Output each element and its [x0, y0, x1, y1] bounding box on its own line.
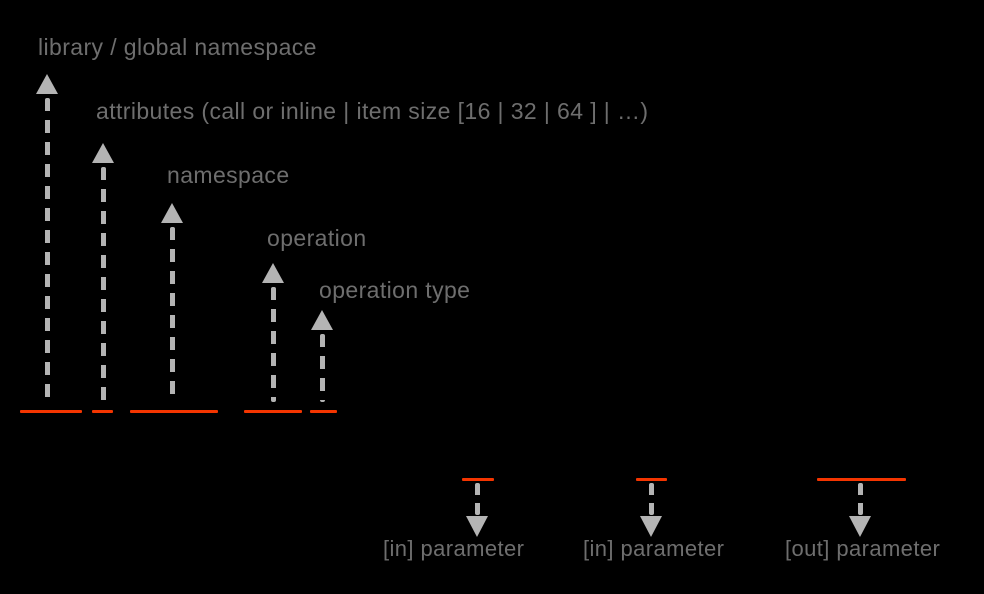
up-arrow-operation-icon — [262, 263, 284, 402]
dashed-arrow-stem — [44, 98, 50, 402]
dashed-arrow-stem — [100, 167, 106, 402]
arrowhead-up-icon — [262, 263, 284, 283]
down-arrow-out-parameter-icon — [849, 483, 871, 537]
label-attributes: attributes (call or inline | item size [… — [96, 98, 649, 124]
code-underline-attributes — [92, 410, 113, 413]
label-library-global-namespace: library / global namespace — [38, 34, 317, 60]
code-underline-in-parameter-1 — [462, 478, 494, 481]
label-operation: operation — [267, 225, 367, 251]
code-underline-out-parameter — [817, 478, 906, 481]
arrowhead-up-icon — [311, 310, 333, 330]
arrowhead-up-icon — [36, 74, 58, 94]
dashed-arrow-stem — [857, 483, 863, 515]
code-underline-library — [20, 410, 82, 413]
dashed-arrow-stem — [319, 334, 325, 402]
label-in-parameter-2: [in] parameter — [583, 536, 725, 561]
label-namespace: namespace — [167, 162, 290, 188]
label-in-parameter-1: [in] parameter — [383, 536, 525, 561]
arrowhead-up-icon — [92, 143, 114, 163]
code-underline-operation — [244, 410, 302, 413]
dashed-arrow-stem — [648, 483, 654, 515]
arrowhead-down-icon — [640, 516, 662, 537]
dashed-arrow-stem — [474, 483, 480, 515]
dashed-arrow-stem — [270, 287, 276, 402]
dashed-arrow-stem — [169, 227, 175, 402]
up-arrow-namespace-icon — [161, 203, 183, 402]
label-operation-type: operation type — [319, 277, 471, 303]
down-arrow-in-parameter-2-icon — [640, 483, 662, 537]
code-underline-operation-type — [310, 410, 337, 413]
code-underline-in-parameter-2 — [636, 478, 667, 481]
up-arrow-operation-type-icon — [311, 310, 333, 402]
label-out-parameter: [out] parameter — [785, 536, 941, 561]
arrowhead-down-icon — [466, 516, 488, 537]
arrowhead-up-icon — [161, 203, 183, 223]
down-arrow-in-parameter-1-icon — [466, 483, 488, 537]
up-arrow-attributes-icon — [92, 143, 114, 402]
arrowhead-down-icon — [849, 516, 871, 537]
code-underline-namespace — [130, 410, 218, 413]
up-arrow-library-global-namespace-icon — [36, 74, 58, 402]
